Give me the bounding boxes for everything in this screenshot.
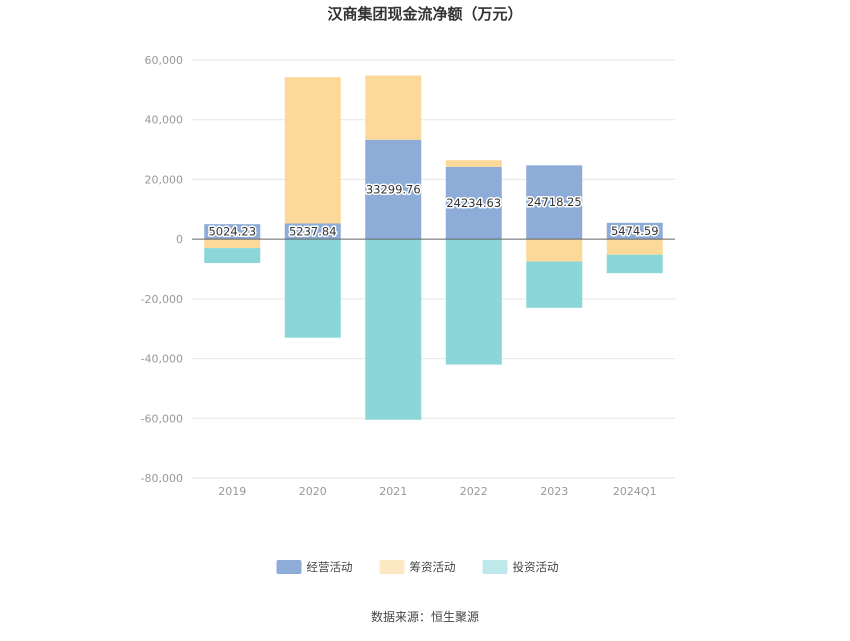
y-tick-label: -40,000 xyxy=(141,353,183,366)
bar-segment xyxy=(365,139,422,240)
legend-item: 经营活动 xyxy=(276,560,353,574)
x-tick-label: 2021 xyxy=(379,485,407,498)
legend-item: 筹资活动 xyxy=(379,560,456,574)
bar-segment xyxy=(284,239,341,338)
y-tick-label: 0 xyxy=(176,233,183,246)
y-tick-label: 60,000 xyxy=(145,54,184,67)
data-label: 5024.23 xyxy=(208,225,256,239)
data-label: 24234.63 xyxy=(446,196,501,210)
bar-segment xyxy=(526,165,583,240)
bar-segment xyxy=(445,160,502,167)
data-labels: 5024.23 5237.84 33299.76 24234.63 24718.25 54… xyxy=(207,181,660,240)
x-tick-label: 2022 xyxy=(460,485,488,498)
legend-label: 投资活动 xyxy=(513,560,559,574)
y-axis: 60,000 40,000 20,000 0 -20,000 -40,000 -60,000… xyxy=(141,54,183,485)
data-label: 5237.84 xyxy=(289,224,337,238)
bar-segment xyxy=(204,224,261,240)
x-tick-label: 2019 xyxy=(218,485,246,498)
y-tick-label: -80,000 xyxy=(141,472,183,485)
legend-item: 投资活动 xyxy=(482,560,559,574)
x-tick-label: 2023 xyxy=(540,485,568,498)
bar-segment xyxy=(204,248,261,264)
y-tick-label: -20,000 xyxy=(141,293,183,306)
y-tick-label: -60,000 xyxy=(141,412,183,425)
bar-segment xyxy=(606,222,663,240)
y-tick-label: 20,000 xyxy=(145,173,184,186)
legend-label: 筹资活动 xyxy=(410,560,456,574)
bar-segment xyxy=(606,254,663,274)
bar-segment xyxy=(445,239,502,365)
y-tick-label: 40,000 xyxy=(145,114,184,127)
x-tick-label: 2020 xyxy=(299,485,327,498)
bar-segment xyxy=(606,239,663,255)
data-label: 5474.59 xyxy=(611,224,659,238)
bar-segment xyxy=(365,239,422,420)
x-axis: 2019 2020 2021 2022 2023 2024Q1 xyxy=(192,477,675,498)
data-label: 33299.76 xyxy=(366,182,421,196)
legend-swatch xyxy=(379,560,405,574)
legend-swatch xyxy=(482,560,508,574)
bar-segment xyxy=(204,239,261,249)
bar-segment xyxy=(284,77,341,224)
bars xyxy=(204,75,663,420)
x-tick-label: 2024Q1 xyxy=(613,485,657,498)
grid-lines xyxy=(192,59,675,479)
chart-title: 汉商集团现金流净额（万元） xyxy=(327,5,522,23)
bar-segment xyxy=(284,223,341,240)
legend-swatch xyxy=(276,560,302,574)
data-label: 24718.25 xyxy=(527,195,582,209)
legend-label: 经营活动 xyxy=(307,560,353,574)
bar-segment xyxy=(365,75,422,140)
bar-segment xyxy=(526,261,583,308)
source-note: 数据来源：恒生聚源 xyxy=(371,609,479,624)
legend: 经营活动 筹资活动 投资活动 xyxy=(276,560,559,574)
bar-segment xyxy=(526,239,583,262)
bar-segment xyxy=(445,166,502,240)
